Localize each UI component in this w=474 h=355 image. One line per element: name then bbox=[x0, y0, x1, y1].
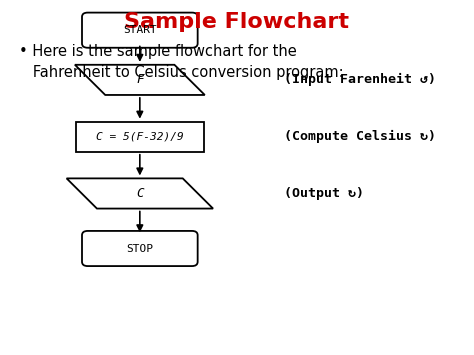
Text: START: START bbox=[123, 25, 157, 35]
Text: (Input Farenheit ↺): (Input Farenheit ↺) bbox=[284, 73, 437, 86]
Text: Sample Flowchart: Sample Flowchart bbox=[125, 12, 349, 32]
Text: C: C bbox=[136, 187, 144, 200]
Text: • Here is the sample flowchart for the
   Fahrenheit to Celsius conversion progr: • Here is the sample flowchart for the F… bbox=[19, 44, 344, 80]
Polygon shape bbox=[66, 178, 213, 208]
Text: F: F bbox=[136, 73, 144, 86]
Text: (Compute Celsius ↻): (Compute Celsius ↻) bbox=[284, 130, 437, 143]
Text: (Output ↻): (Output ↻) bbox=[284, 187, 365, 200]
FancyBboxPatch shape bbox=[82, 231, 198, 266]
Text: STOP: STOP bbox=[127, 244, 153, 253]
Text: C = 5(F-32)/9: C = 5(F-32)/9 bbox=[96, 132, 184, 142]
Bar bbox=[76, 121, 204, 152]
FancyBboxPatch shape bbox=[82, 12, 198, 48]
Polygon shape bbox=[75, 65, 205, 95]
